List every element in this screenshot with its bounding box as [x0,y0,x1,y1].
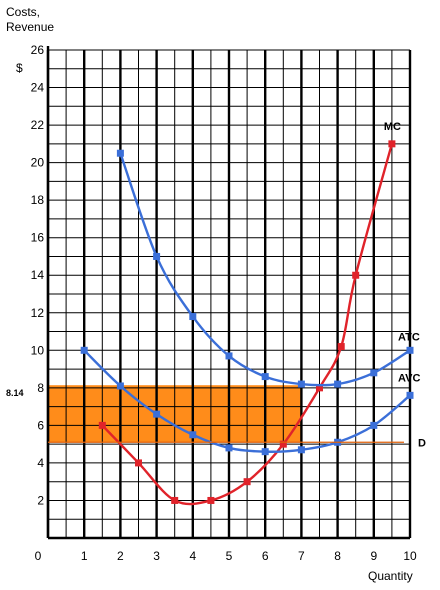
series-line-avc [83,349,411,453]
y-tick-label: 12 [31,306,45,320]
y-tick-label: 6 [37,418,44,432]
data-point-atc [334,380,342,388]
series-label-atc: ATC [398,331,420,343]
x-axis-title: Quantity [368,569,413,583]
data-point-avc [261,448,269,456]
series-label-d: D [418,437,426,449]
series-label-mc: MC [384,121,401,133]
data-point-mc [352,271,360,279]
data-point-avc [406,391,414,399]
y-tick-label: 14 [31,268,45,282]
data-point-avc [297,446,305,454]
x-tick-label: 2 [117,549,124,563]
y-tick-label: 8 [37,381,44,395]
data-point-atc [370,369,378,377]
data-point-atc [297,380,305,388]
data-point-mc [316,384,323,392]
data-point-mc [98,421,106,429]
y-tick-label: 20 [31,156,45,170]
data-point-atc [406,346,414,354]
x-tick-label: 6 [262,549,269,563]
x-tick-label: 9 [370,549,377,563]
x-tick-label: 7 [298,549,305,563]
x-tick-label: 3 [153,549,160,563]
data-point-atc [189,313,197,321]
grid-layer [46,46,412,540]
data-point-avc [80,346,88,354]
data-point-mc [243,478,251,486]
y-axis-title-line-1: Costs, [6,5,40,19]
highlight-price-label: 8.14 [6,388,24,398]
data-point-atc [116,149,124,157]
y-tick-label: 2 [37,493,44,507]
x-tick-label: 8 [334,549,341,563]
y-tick-label: 18 [31,193,45,207]
data-point-mc [388,140,396,148]
data-point-atc [153,252,161,260]
y-tick-label: 10 [31,343,45,357]
series-line-mc [101,143,394,506]
x-tick-label: 1 [81,549,88,563]
data-point-mc [171,496,179,504]
data-point-mc [135,459,142,467]
y-tick-label: 22 [31,118,45,132]
y-axis-title-line-2: Revenue [6,20,54,34]
x-tick-label: 0 [35,549,42,563]
data-point-avc [116,382,124,390]
data-point-avc [370,421,378,429]
x-tick-label: 5 [226,549,233,563]
data-point-mc [279,440,287,448]
series-label-avc: AVC [398,372,420,384]
series-layer [48,140,414,506]
y-tick-label: 16 [31,231,45,245]
data-point-atc [261,373,269,381]
y-tick-label: 26 [31,43,45,57]
y-tick-label: 4 [37,456,44,470]
data-point-mc [337,343,345,351]
y-tick-label: 24 [31,81,45,95]
data-point-avc [189,431,197,439]
x-tick-label: 4 [189,549,196,563]
data-point-avc [153,410,161,418]
data-point-atc [225,352,233,360]
label-layer: Costs, Revenue $ 8.14 Quantity 246810121… [6,5,426,583]
data-point-mc [207,496,215,504]
x-tick-label: 10 [403,549,417,563]
y-currency-prefix: $ [16,61,23,75]
data-point-avc [225,444,233,452]
